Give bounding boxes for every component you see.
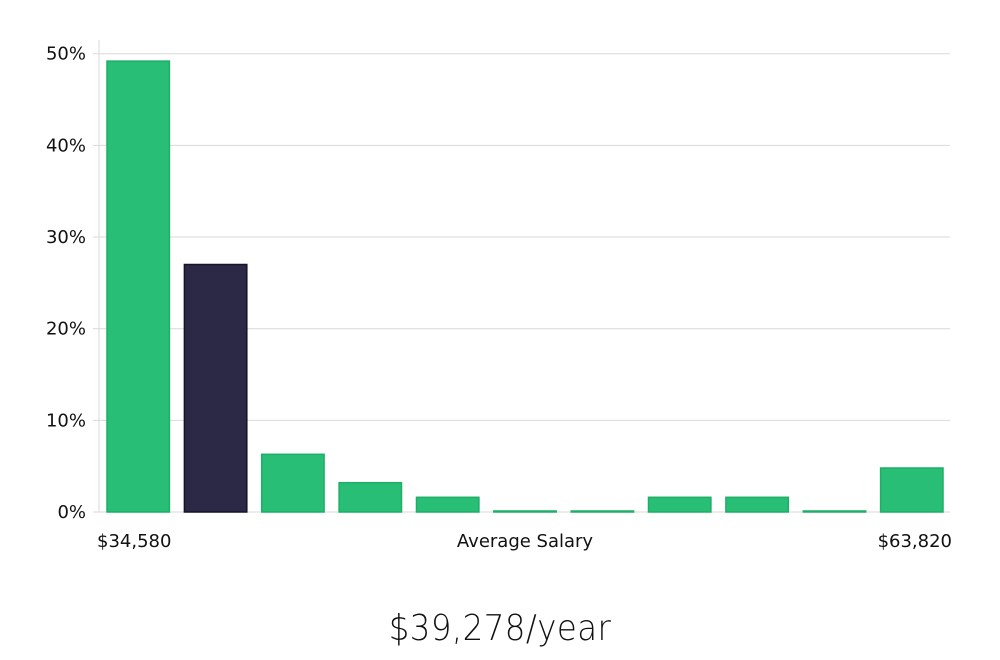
histogram-bar-highlighted <box>183 263 248 513</box>
histogram-bar <box>725 496 790 513</box>
x-max-label: $63,820 <box>878 531 952 552</box>
y-tick-label: 10% <box>46 410 86 431</box>
x-axis-title: Average Salary <box>457 531 594 552</box>
histogram-bar <box>338 481 403 513</box>
bar-layer <box>106 60 944 513</box>
average-salary-headline: $39,278/year <box>388 608 612 649</box>
y-tick-label: 40% <box>46 135 86 156</box>
x-min-label: $34,580 <box>97 531 171 552</box>
y-tick-label: 30% <box>46 227 86 248</box>
histogram-bar <box>260 453 325 513</box>
y-tick-label: 50% <box>46 44 86 65</box>
histogram-bar <box>647 496 712 513</box>
label-layer: $34,580 Average Salary $63,820 0% 10% 20% 3… <box>46 44 952 552</box>
histogram-bar <box>106 60 171 513</box>
y-tick-label: 20% <box>46 319 86 340</box>
y-tick-label: 0% <box>57 502 86 523</box>
histogram-bar <box>802 510 867 513</box>
histogram-bar <box>415 496 480 513</box>
histogram-bar <box>879 467 944 513</box>
histogram-bar <box>493 510 557 513</box>
histogram-bar <box>570 510 635 513</box>
